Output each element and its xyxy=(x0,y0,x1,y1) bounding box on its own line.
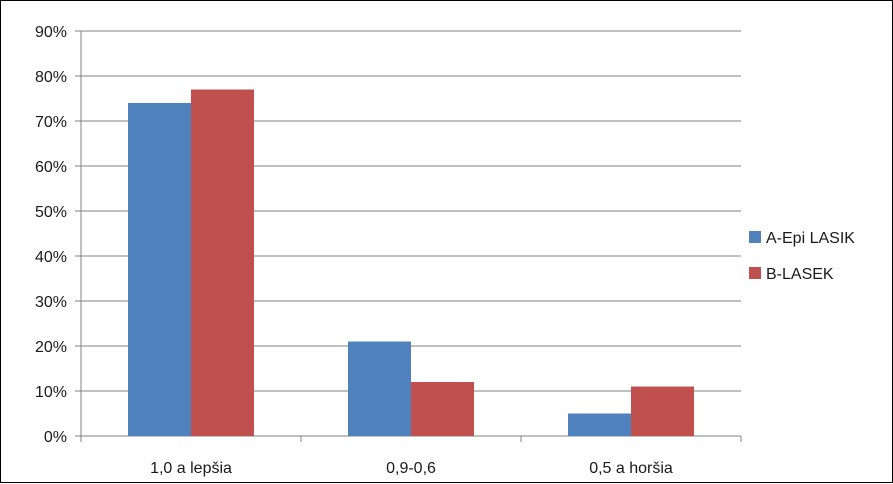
y-tick-label: 40% xyxy=(35,249,67,266)
y-tick-label: 70% xyxy=(35,114,67,131)
y-tick-label: 30% xyxy=(35,294,67,311)
y-tick-label: 50% xyxy=(35,204,67,221)
bar-a xyxy=(568,413,631,436)
legend-label: B-LASEK xyxy=(766,266,834,283)
x-tick-label: 0,9-0,6 xyxy=(386,460,436,477)
y-tick-label: 20% xyxy=(35,339,67,356)
y-tick-label: 10% xyxy=(35,384,67,401)
legend-swatch xyxy=(749,267,761,279)
bar-a xyxy=(128,103,191,436)
y-tick-label: 80% xyxy=(35,69,67,86)
x-tick-label: 1,0 a lepšia xyxy=(150,460,232,477)
x-tick-label: 0,5 a horšia xyxy=(589,460,673,477)
bar-b xyxy=(631,386,694,436)
y-tick-label: 90% xyxy=(35,24,67,41)
bar-a xyxy=(348,341,411,436)
legend-swatch xyxy=(749,231,761,243)
legend-label: A-Epi LASIK xyxy=(766,230,855,247)
y-tick-label: 0% xyxy=(44,429,67,446)
y-tick-label: 60% xyxy=(35,159,67,176)
bar-b xyxy=(411,382,474,436)
bar-b xyxy=(191,89,254,436)
